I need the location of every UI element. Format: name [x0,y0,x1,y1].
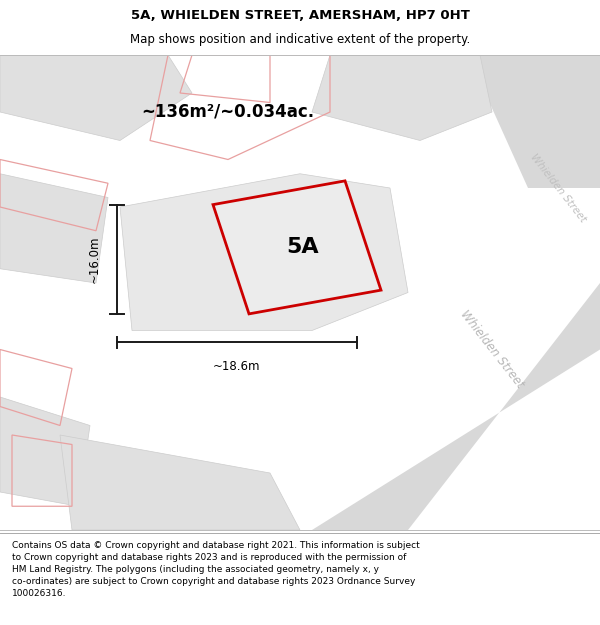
Text: 5A, WHIELDEN STREET, AMERSHAM, HP7 0HT: 5A, WHIELDEN STREET, AMERSHAM, HP7 0HT [131,9,469,22]
Text: ~136m²/~0.034ac.: ~136m²/~0.034ac. [142,103,314,121]
Text: Whielden Street: Whielden Street [458,308,526,391]
Polygon shape [0,55,192,141]
Polygon shape [468,55,600,188]
Polygon shape [312,55,492,141]
Polygon shape [0,174,108,283]
Text: ~16.0m: ~16.0m [88,236,101,283]
Polygon shape [213,181,381,314]
Polygon shape [120,174,408,331]
Polygon shape [0,397,90,506]
Polygon shape [312,283,600,530]
Text: Whielden Street: Whielden Street [528,152,588,224]
Text: ~18.6m: ~18.6m [213,359,261,372]
Polygon shape [60,435,300,530]
Text: Map shows position and indicative extent of the property.: Map shows position and indicative extent… [130,33,470,46]
Text: 5A: 5A [287,238,319,258]
Text: Contains OS data © Crown copyright and database right 2021. This information is : Contains OS data © Crown copyright and d… [12,541,420,598]
